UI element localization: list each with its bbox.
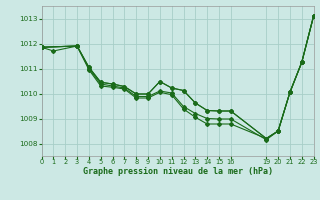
X-axis label: Graphe pression niveau de la mer (hPa): Graphe pression niveau de la mer (hPa) — [83, 167, 273, 176]
